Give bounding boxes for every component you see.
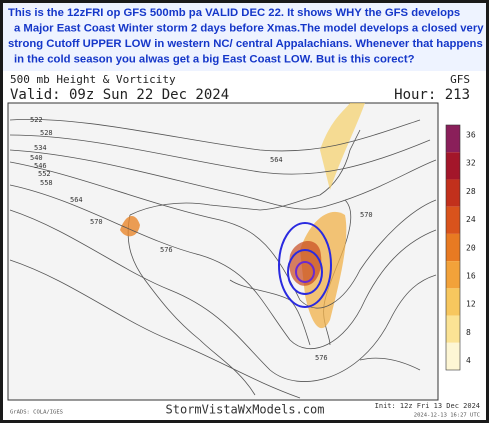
- colorbar-swatch: [446, 179, 460, 207]
- caption-box: [3, 3, 486, 71]
- vorticity-east: [300, 211, 347, 329]
- contour-label: 534: [34, 144, 47, 152]
- colorbar-swatch: [446, 125, 460, 153]
- colorbar-swatch: [446, 288, 460, 316]
- contour-label: 522: [30, 116, 43, 124]
- colorbar-label: 8: [466, 328, 471, 337]
- site: StormVistaWxModels.com: [166, 403, 325, 417]
- product: 500 mb Height & Vorticity: [10, 73, 176, 86]
- colorbar-label: 32: [466, 159, 476, 168]
- height-contours: [9, 119, 437, 399]
- contour-label: 558: [40, 179, 53, 187]
- contour-label: 528: [40, 129, 53, 137]
- grads-credit: GrADS: COLA/IGES: [10, 410, 63, 416]
- contour-label: 546: [34, 162, 47, 170]
- colorbar-label: 36: [466, 131, 476, 140]
- colorbar-swatch: [446, 206, 460, 234]
- colorbar: 36 32 28 24 20 16 12 8 4: [445, 124, 476, 371]
- contour-label: 570: [360, 211, 373, 219]
- caption-line: a Major East Coast Winter storm 2 days b…: [14, 22, 484, 34]
- colorbar-swatch: [446, 261, 460, 289]
- colorbar-swatch: [446, 233, 460, 262]
- colorbar-label: 4: [466, 356, 471, 365]
- valid-time: Valid: 09z Sun 22 Dec 2024: [10, 87, 229, 103]
- coastlines-south: [199, 339, 421, 396]
- upper-low-contours: [278, 222, 332, 308]
- colorbar-label: 20: [466, 243, 476, 252]
- init-time: Init: 12z Fri 13 Dec 2024: [375, 402, 480, 410]
- timestamp: 2024-12-13 16:27 UTC: [414, 413, 480, 419]
- contour-label: 564: [70, 196, 83, 204]
- contour-label: 564: [270, 156, 283, 164]
- colorbar-swatch: [446, 315, 460, 343]
- caption-line: in the cold season you alwas get a big E…: [14, 53, 415, 65]
- colorbar-outline: [445, 124, 461, 371]
- map-frame: [7, 102, 439, 401]
- model: GFS: [450, 73, 470, 86]
- colorbar-label: 16: [466, 272, 476, 281]
- caption-line: strong Cutoff UPPER LOW in western NC/ c…: [8, 38, 483, 50]
- contour-label: 540: [30, 154, 43, 162]
- contour-label: 570: [90, 218, 103, 226]
- colorbar-swatch: [446, 342, 460, 370]
- vorticity-north: [320, 103, 365, 190]
- colorbar-label: 12: [466, 300, 476, 309]
- colorbar-label: 28: [466, 187, 476, 196]
- forecast-hour: Hour: 213: [394, 87, 470, 103]
- caption: This is the 12zFRI op GFS 500mb pa VALID…: [8, 7, 484, 66]
- contour-label: 576: [160, 246, 173, 254]
- caption-line: This is the 12zFRI op GFS 500mb pa VALID…: [8, 7, 460, 19]
- colorbar-swatch: [446, 152, 460, 180]
- contour-label: 552: [38, 170, 51, 178]
- contour-label: 576: [315, 354, 328, 362]
- colorbar-label: 24: [466, 215, 476, 224]
